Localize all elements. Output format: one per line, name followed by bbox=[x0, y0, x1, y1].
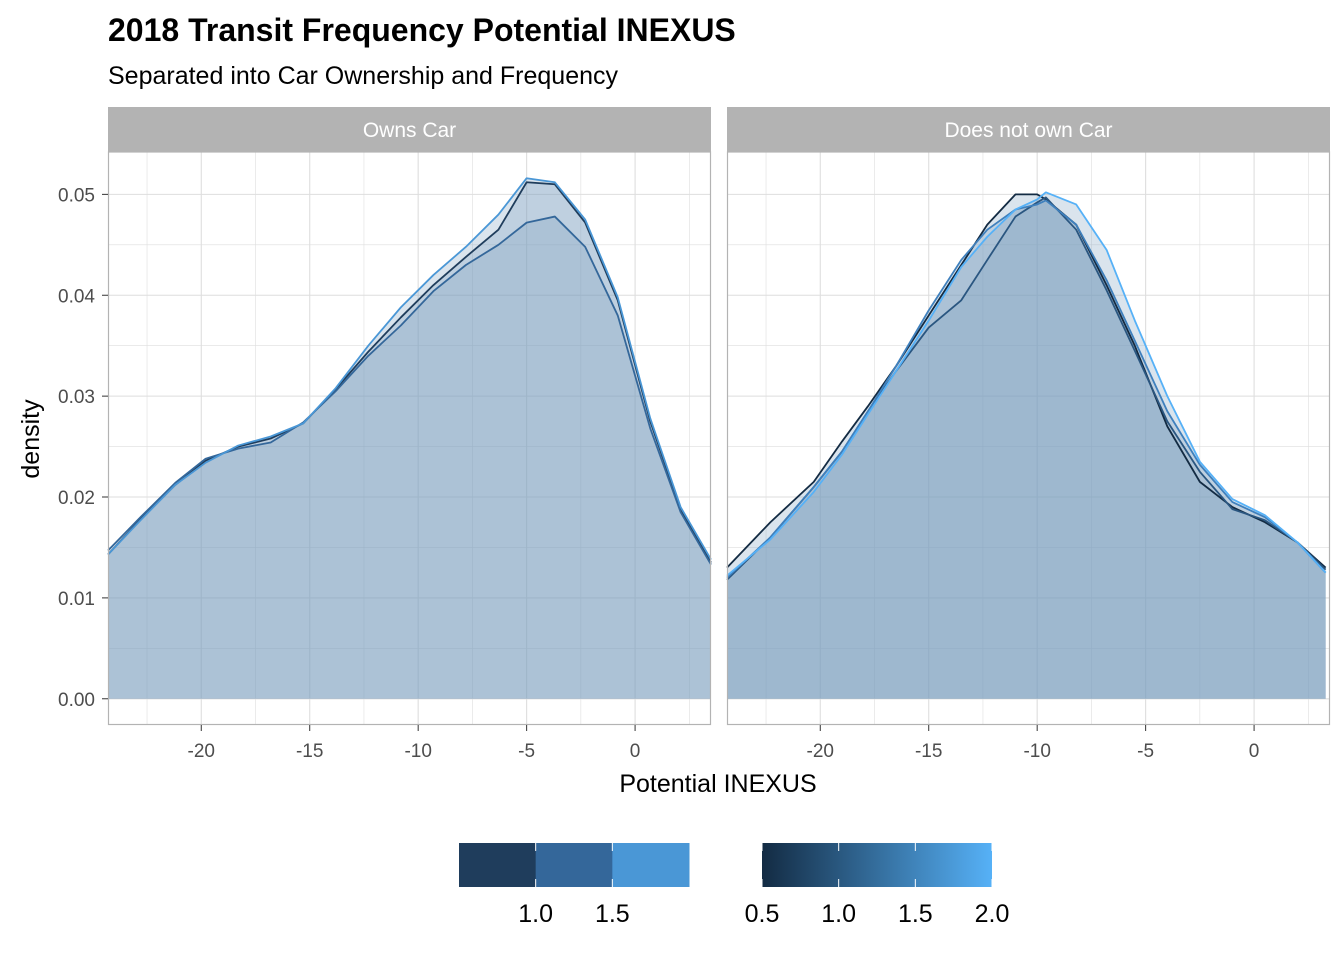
legend-tick-label: 2.0 bbox=[975, 900, 1010, 928]
x-axis-does-not-own-car: -20 -15 -10 -5 0 bbox=[807, 725, 1260, 762]
x-tick-label: -5 bbox=[518, 741, 535, 762]
density-line-2 bbox=[107, 177, 712, 561]
strip-owns-car bbox=[108, 107, 711, 152]
density-layer-does-not-own-car bbox=[726, 191, 1327, 699]
legend-tick-label: 1.0 bbox=[518, 900, 553, 928]
density-line-3 bbox=[726, 191, 1327, 577]
density-line-0 bbox=[726, 193, 1327, 569]
x-tick-label: -15 bbox=[915, 741, 942, 762]
strip-does-not-own-car bbox=[727, 107, 1330, 152]
y-tick-label: 0.00 bbox=[58, 690, 95, 711]
y-axis-title: density bbox=[17, 399, 45, 479]
legend-tick-label: 1.0 bbox=[821, 900, 856, 928]
density-area-1 bbox=[108, 216, 711, 699]
panel-border-owns-car bbox=[107, 151, 712, 726]
chart-subtitle: Separated into Car Ownership and Frequen… bbox=[108, 62, 619, 90]
legend-step-1 bbox=[535, 843, 613, 887]
y-tick-label: 0.03 bbox=[58, 387, 95, 408]
density-area-1 bbox=[727, 197, 1326, 699]
density-line-0 bbox=[107, 181, 712, 564]
x-tick-label: -10 bbox=[1023, 741, 1050, 762]
legend-stepped: 1.0 1.5 bbox=[459, 843, 690, 928]
grid-owns-car bbox=[108, 152, 711, 725]
x-tick-label: -10 bbox=[404, 741, 431, 762]
legend-tick-label: 1.5 bbox=[595, 900, 630, 928]
x-tick-label: -15 bbox=[296, 741, 323, 762]
density-area-2 bbox=[108, 178, 711, 699]
legend-tick-label: 0.5 bbox=[745, 900, 780, 928]
x-axis-owns-car: -20 -15 -10 -5 0 bbox=[188, 725, 641, 762]
density-area-0 bbox=[108, 182, 711, 699]
x-tick-label: -5 bbox=[1137, 741, 1154, 762]
y-tick-label: 0.04 bbox=[58, 286, 95, 307]
y-tick-label: 0.01 bbox=[58, 589, 95, 610]
x-tick-label: -20 bbox=[807, 741, 834, 762]
x-tick-label: -20 bbox=[188, 741, 215, 762]
legend-step-0 bbox=[459, 843, 537, 887]
y-tick-label: 0.05 bbox=[58, 185, 95, 206]
density-area-2 bbox=[727, 200, 1326, 699]
x-tick-label: 0 bbox=[1249, 741, 1260, 762]
x-tick-label: 0 bbox=[630, 741, 641, 762]
legend-step-2 bbox=[612, 843, 690, 887]
density-layer-owns-car bbox=[107, 177, 712, 699]
panel-owns-car: Owns Car bbox=[107, 107, 712, 726]
legend-gradient: 0.5 1.0 1.5 2.0 bbox=[745, 843, 1010, 928]
y-tick-label: 0.02 bbox=[58, 488, 95, 509]
plot-area-owns-car bbox=[108, 152, 711, 725]
density-line-1 bbox=[107, 215, 712, 566]
panel-does-not-own-car: Does not own Car bbox=[726, 107, 1331, 726]
density-area-3 bbox=[727, 192, 1326, 699]
y-axis: 0.00 0.01 0.02 0.03 0.04 0.05 bbox=[58, 185, 108, 711]
strip-label-does-not-own-car: Does not own Car bbox=[944, 119, 1112, 142]
density-area-0 bbox=[727, 194, 1326, 699]
strip-label-owns-car: Owns Car bbox=[363, 119, 456, 142]
density-line-2 bbox=[726, 199, 1327, 579]
x-axis-title: Potential INEXUS bbox=[619, 770, 816, 798]
grid-does-not-own-car bbox=[727, 152, 1330, 725]
legend-tick-label: 1.5 bbox=[898, 900, 933, 928]
panel-border-does-not-own-car bbox=[726, 151, 1331, 726]
legend-gradient-bar bbox=[762, 843, 992, 887]
plot-area-does-not-own-car bbox=[727, 152, 1330, 725]
chart-title: 2018 Transit Frequency Potential INEXUS bbox=[108, 12, 736, 48]
